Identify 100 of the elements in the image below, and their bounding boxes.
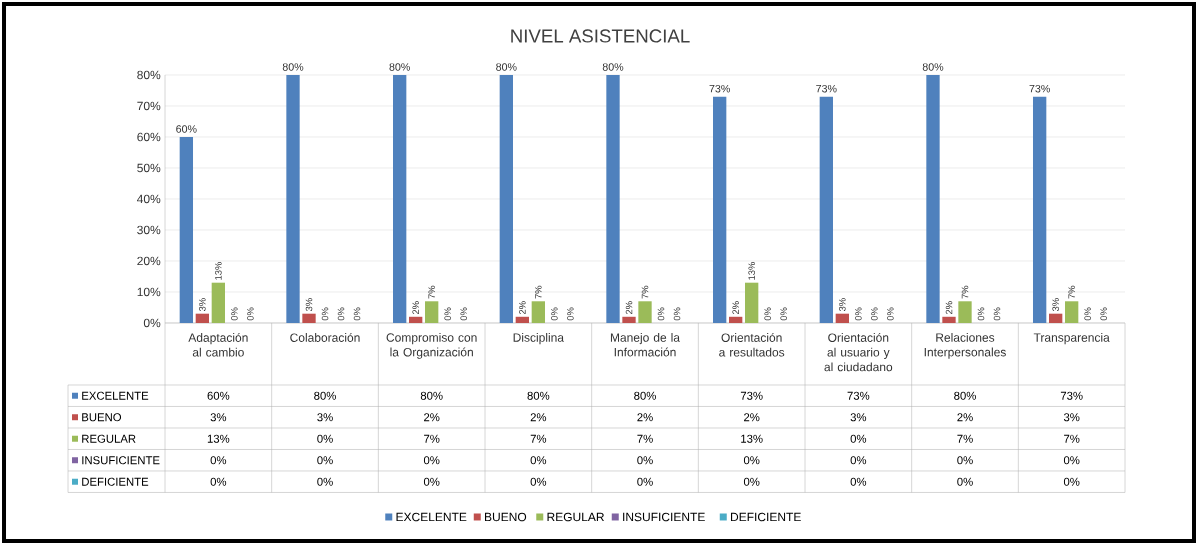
text: 0% [855,307,862,321]
x-tick-label: Orientación a resultados [719,332,785,357]
data-label: 2% [957,413,973,422]
y-tick-label: 30% [137,225,161,235]
data-label: 13% [207,434,230,443]
text: REGULAR [547,512,604,522]
bar [606,74,620,323]
bar [1048,313,1063,323]
data-label: 73% [1060,391,1083,400]
text: 80% [602,63,624,71]
y-tick-label: 80% [137,70,161,80]
bar [302,313,316,323]
bar [729,316,743,323]
chart-title: NIVEL ASISTENCIAL [511,29,690,43]
bar [409,316,423,323]
text: 0% [337,307,345,321]
bar [499,74,513,323]
x-tick-label: Orientación al usuario y al ciudadano [824,332,893,372]
data-label: 0% [530,456,547,465]
text: 3% [199,298,206,312]
data-label: 80% [527,391,550,400]
x-tick-label: Disciplina [513,332,564,345]
x-tick-label: Colaboración [290,332,360,342]
data-label: 0% [317,477,333,486]
text: 0% [353,307,361,321]
x-tick-label: Adaptación al cambio [188,332,248,357]
data-label: 73% [847,391,870,400]
data-label: 7% [637,434,653,443]
data-label: 80% [420,391,443,400]
data-label: 2% [744,413,760,422]
bar [819,96,833,323]
legend-label: REGULAR [82,434,136,443]
text: 80% [922,63,944,71]
text: 0% [887,307,894,321]
data-label: 7% [1064,434,1080,443]
text: 13% [748,262,755,280]
text: 0% [977,307,985,321]
data-label: 7% [424,434,440,443]
y-tick-label: 50% [137,163,161,173]
text: 73% [1029,84,1050,93]
text: 60% [176,125,197,133]
data-label: 0% [850,477,867,486]
data-label: 0% [743,477,760,486]
data-label: 80% [634,391,656,400]
legend-label: INSUFICIENTE [82,456,160,465]
bar [286,74,300,323]
text: 3% [1052,298,1059,312]
y-tick-label: 70% [137,101,161,111]
bar [425,301,439,323]
data-label: 0% [317,434,333,443]
text: 80% [282,63,304,71]
bar [958,301,972,323]
bar [622,316,636,323]
data-label: 2% [424,413,440,422]
bar [195,313,210,323]
text: 0% [871,307,878,321]
data-label: 0% [423,477,440,486]
legend-label: BUENO [82,413,122,422]
bar [531,301,545,323]
text: INSUFICIENTE [623,512,705,522]
y-tick-label: 40% [137,194,161,204]
bar [515,316,530,323]
data-label: 0% [637,477,653,486]
text: 2% [412,301,419,315]
text: EXCELENTE [396,512,467,522]
data-label: 73% [740,391,763,400]
data-label: 3% [1063,413,1080,422]
bar [393,74,407,323]
text: 2% [945,301,953,315]
bar [638,301,652,323]
text: 0% [444,307,451,321]
text: 0% [1084,307,1091,321]
bar [179,136,194,323]
legend-label: EXCELENTE [82,391,149,400]
text: 80% [496,63,517,71]
data-label: 3% [317,413,333,422]
y-tick-label: 0% [143,318,161,328]
text: 73% [709,84,730,93]
x-tick-label: Compromiso con la Organización [386,332,477,359]
text: 0% [657,307,665,321]
data-label: 0% [957,456,973,465]
text: 0% [321,307,329,321]
x-tick-label: Manejo de la Información [610,332,680,357]
bar [926,74,940,323]
data-label: 7% [530,434,547,443]
text: 7% [535,285,542,299]
data-label: 0% [423,456,440,465]
data-label: 0% [850,456,867,465]
text: 0% [764,307,771,321]
legend-label: DEFICIENTE [82,477,149,486]
bar [211,282,226,323]
data-label: 0% [957,477,973,486]
x-tick-label: Transparencia [1033,332,1110,345]
text: 73% [816,84,837,93]
text: 0% [247,307,254,321]
text: 7% [428,285,435,299]
bar [942,316,956,323]
data-label: 0% [1063,456,1080,465]
data-label: 2% [637,413,653,422]
data-label: 80% [314,391,336,400]
